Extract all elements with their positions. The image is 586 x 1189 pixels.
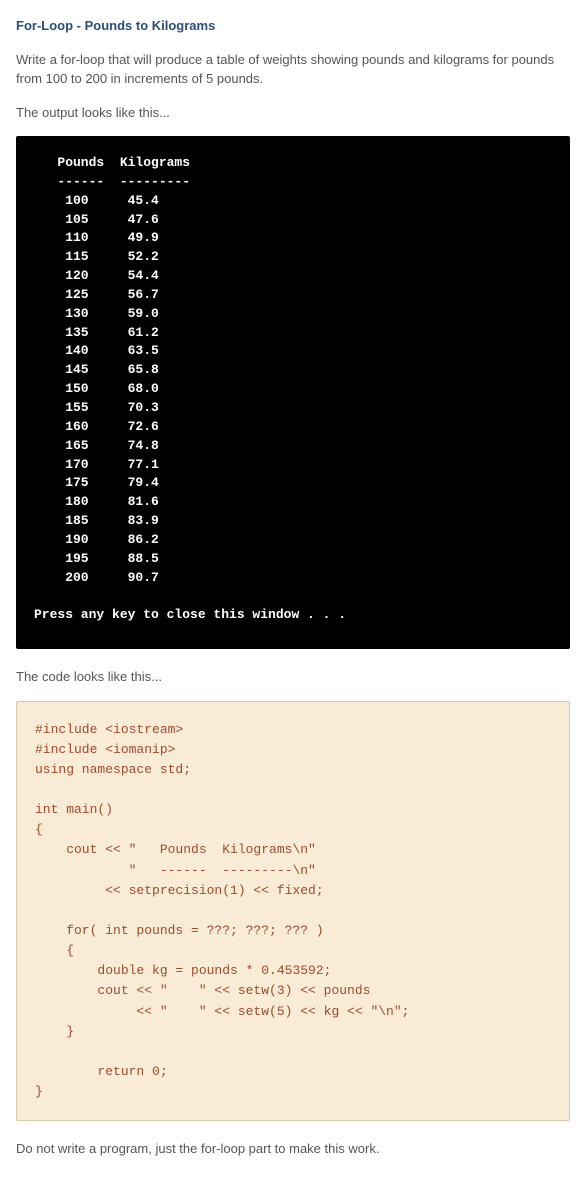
page-title: For-Loop - Pounds to Kilograms — [16, 16, 570, 36]
terminal-output: Pounds Kilograms ------ --------- 100 45… — [16, 136, 570, 649]
intro-paragraph: Write a for-loop that will produce a tab… — [16, 50, 570, 89]
output-lead: The output looks like this... — [16, 103, 570, 123]
closing-paragraph: Do not write a program, just the for-loo… — [16, 1139, 570, 1159]
code-block: #include <iostream> #include <iomanip> u… — [16, 701, 570, 1122]
code-lead: The code looks like this... — [16, 667, 570, 687]
